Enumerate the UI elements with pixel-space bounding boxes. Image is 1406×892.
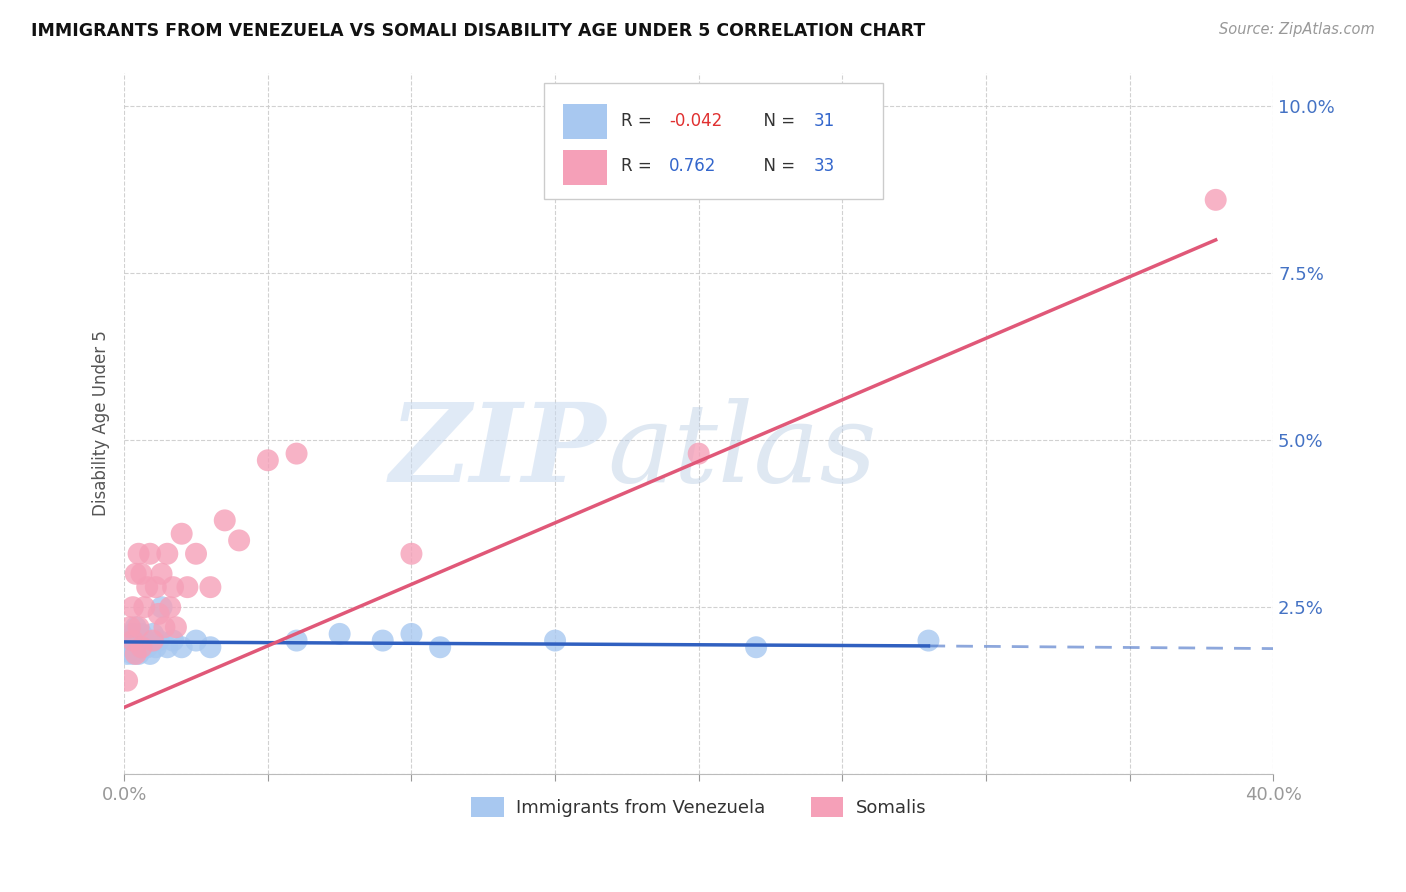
Point [136, 640, 159, 655]
Point [125, 620, 148, 634]
Point [153, 620, 176, 634]
Text: 31: 31 [814, 112, 835, 130]
Text: -0.042: -0.042 [669, 112, 723, 130]
Text: atlas: atlas [607, 398, 876, 506]
Legend: Immigrants from Venezuela, Somalis: Immigrants from Venezuela, Somalis [464, 789, 934, 825]
Point [165, 620, 187, 634]
Text: IMMIGRANTS FROM VENEZUELA VS SOMALI DISABILITY AGE UNDER 5 CORRELATION CHART: IMMIGRANTS FROM VENEZUELA VS SOMALI DISA… [31, 22, 925, 40]
Point [184, 633, 207, 648]
Point [200, 640, 222, 655]
Point [329, 627, 352, 641]
Point [148, 607, 170, 621]
Point [688, 447, 710, 461]
Point [285, 447, 308, 461]
Point [429, 640, 451, 655]
Point [150, 566, 173, 581]
Point [128, 547, 150, 561]
Point [139, 547, 162, 561]
Point [145, 580, 167, 594]
Point [134, 633, 156, 648]
Point [139, 647, 162, 661]
Text: N =: N = [752, 112, 800, 130]
Point [170, 526, 193, 541]
Point [401, 547, 423, 561]
Point [136, 580, 159, 594]
Point [150, 600, 173, 615]
Point [131, 640, 153, 655]
Point [745, 640, 768, 655]
FancyBboxPatch shape [564, 104, 607, 139]
Point [544, 633, 567, 648]
Point [128, 633, 150, 648]
Point [131, 640, 153, 655]
Point [142, 627, 165, 641]
Point [121, 627, 143, 641]
Point [115, 673, 138, 688]
Point [256, 453, 278, 467]
Point [170, 640, 193, 655]
Point [131, 627, 153, 641]
Point [200, 580, 222, 594]
Point [128, 647, 150, 661]
Point [162, 580, 184, 594]
Point [131, 566, 153, 581]
Point [159, 600, 181, 615]
Point [285, 633, 308, 648]
Point [118, 640, 141, 655]
Text: R =: R = [620, 112, 657, 130]
Text: N =: N = [752, 157, 800, 176]
Point [145, 640, 167, 655]
Point [121, 633, 143, 648]
Point [115, 647, 138, 661]
Point [162, 633, 184, 648]
Text: 33: 33 [814, 157, 835, 176]
Point [156, 640, 179, 655]
Text: R =: R = [620, 157, 657, 176]
Point [121, 647, 143, 661]
Point [371, 633, 394, 648]
Point [125, 647, 148, 661]
Point [184, 547, 207, 561]
FancyBboxPatch shape [564, 150, 607, 185]
Point [148, 633, 170, 648]
Text: ZIP: ZIP [389, 398, 607, 506]
Point [125, 566, 148, 581]
Point [125, 640, 148, 655]
Point [917, 633, 939, 648]
Point [118, 620, 141, 634]
Point [134, 600, 156, 615]
FancyBboxPatch shape [544, 84, 883, 199]
Point [401, 627, 423, 641]
Text: Source: ZipAtlas.com: Source: ZipAtlas.com [1219, 22, 1375, 37]
Point [214, 513, 236, 527]
Y-axis label: Disability Age Under 5: Disability Age Under 5 [93, 331, 110, 516]
Text: 0.762: 0.762 [669, 157, 716, 176]
Point [156, 547, 179, 561]
Point [142, 633, 165, 648]
Point [176, 580, 198, 594]
Point [118, 633, 141, 648]
Point [228, 533, 250, 548]
Point [121, 600, 143, 615]
Point [128, 620, 150, 634]
Point [1205, 193, 1227, 207]
